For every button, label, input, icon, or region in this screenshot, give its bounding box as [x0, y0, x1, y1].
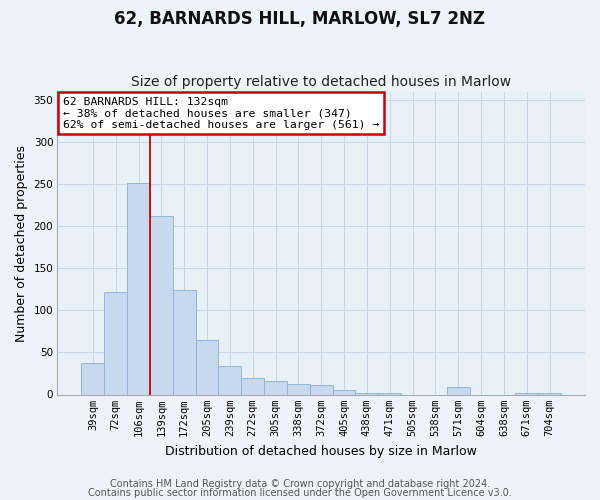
Text: Contains public sector information licensed under the Open Government Licence v3: Contains public sector information licen…	[88, 488, 512, 498]
Bar	[287, 384, 310, 394]
Bar	[150, 216, 173, 394]
Bar	[447, 387, 470, 394]
Bar	[515, 393, 538, 394]
Text: 62 BARNARDS HILL: 132sqm
← 38% of detached houses are smaller (347)
62% of semi-: 62 BARNARDS HILL: 132sqm ← 38% of detach…	[63, 96, 379, 130]
Bar	[173, 290, 196, 395]
Bar	[538, 393, 561, 394]
Bar	[355, 393, 379, 394]
X-axis label: Distribution of detached houses by size in Marlow: Distribution of detached houses by size …	[165, 444, 477, 458]
Bar	[218, 366, 241, 394]
Bar	[127, 183, 150, 394]
Bar	[332, 390, 355, 394]
Text: 62, BARNARDS HILL, MARLOW, SL7 2NZ: 62, BARNARDS HILL, MARLOW, SL7 2NZ	[115, 10, 485, 28]
Bar	[196, 340, 218, 394]
Bar	[264, 381, 287, 394]
Bar	[310, 386, 332, 394]
Bar	[379, 393, 401, 394]
Bar	[82, 362, 104, 394]
Title: Size of property relative to detached houses in Marlow: Size of property relative to detached ho…	[131, 76, 511, 90]
Bar	[241, 378, 264, 394]
Text: Contains HM Land Registry data © Crown copyright and database right 2024.: Contains HM Land Registry data © Crown c…	[110, 479, 490, 489]
Y-axis label: Number of detached properties: Number of detached properties	[15, 145, 28, 342]
Bar	[104, 292, 127, 394]
